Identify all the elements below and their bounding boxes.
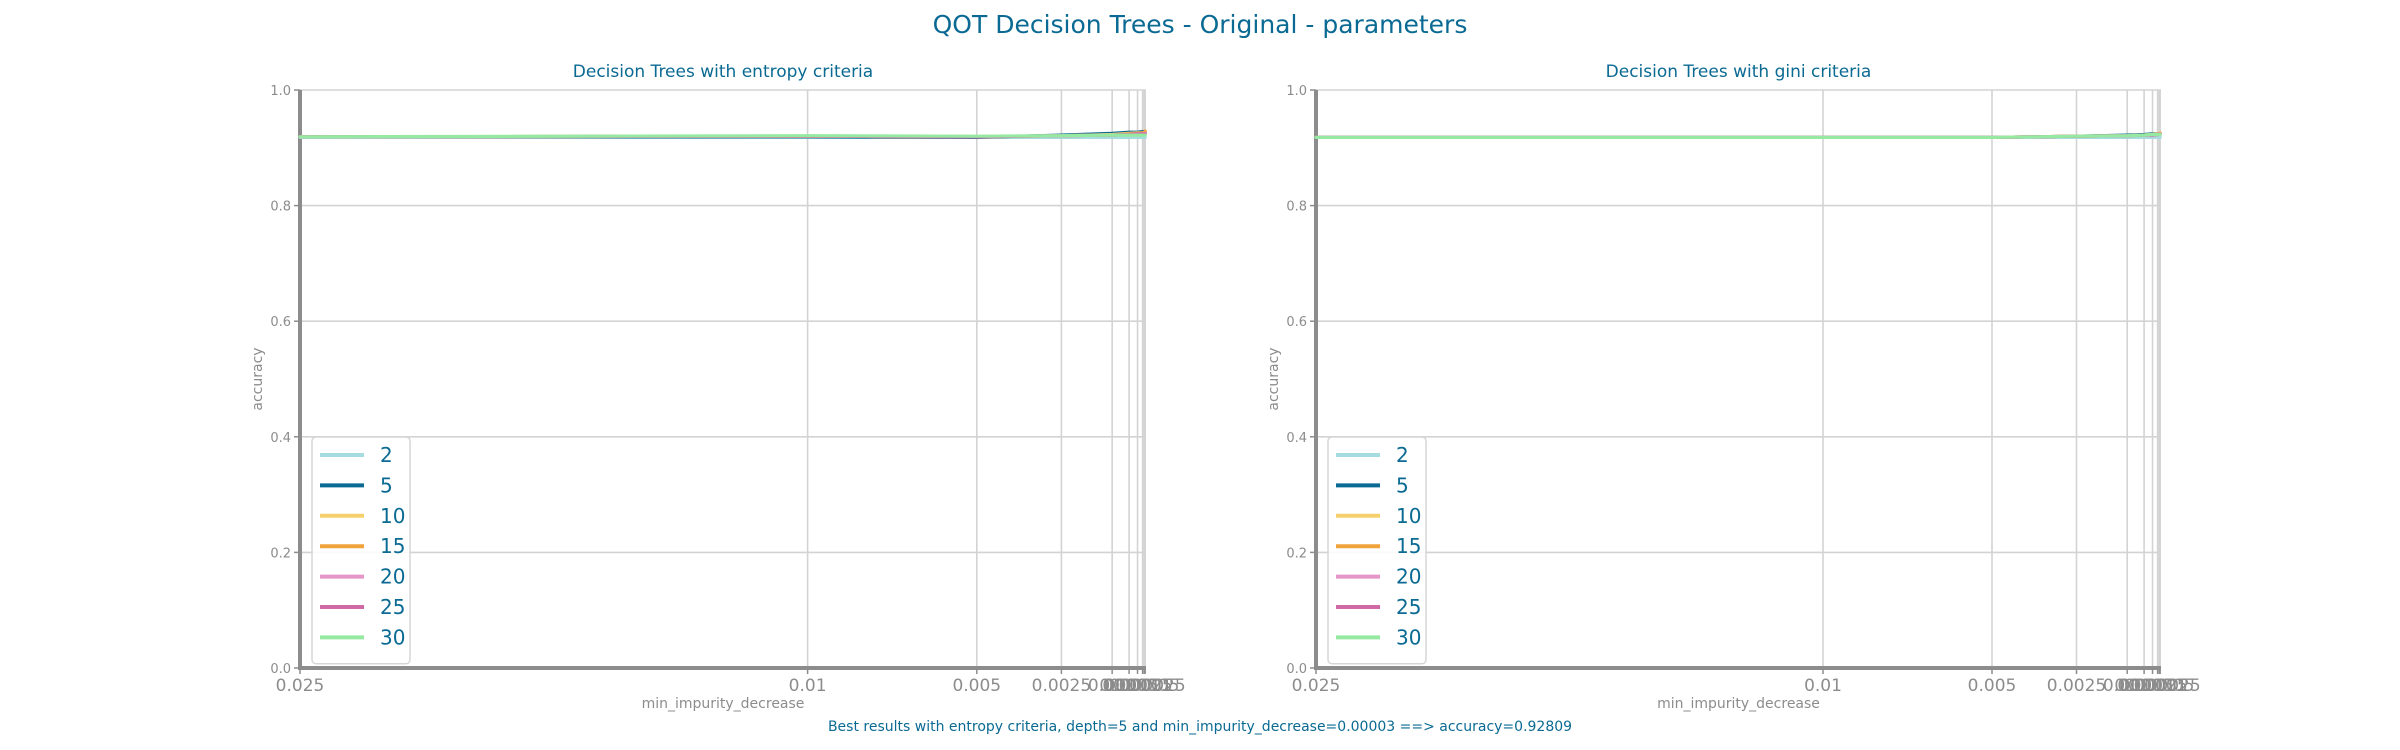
- y-axis-label: accuracy: [1266, 347, 1282, 410]
- x-tick-label: 0.000025: [1105, 676, 1186, 696]
- x-tick-label: 0.025: [1292, 676, 1341, 696]
- x-tick-label: 0.025: [276, 676, 325, 696]
- x-tick-label: 0.0005: [1099, 676, 1158, 696]
- chart-title: Decision Trees with entropy criteria: [573, 62, 873, 82]
- legend-label-20: 20: [380, 565, 405, 589]
- x-tick-label: 0.0025: [1032, 676, 1091, 696]
- best-result-footnote: Best results with entropy criteria, dept…: [828, 719, 1572, 735]
- x-axis-label: min_impurity_decrease: [1657, 696, 1820, 712]
- legend-label-15: 15: [1396, 534, 1421, 558]
- x-tick-label: 0.005: [952, 676, 1001, 696]
- x-tick-label: 0.00005: [2124, 676, 2194, 696]
- x-tick-label: 0.001: [2103, 676, 2152, 696]
- x-tick-label: 0.005: [1968, 676, 2017, 696]
- x-tick-label: 0.00025: [1102, 676, 1172, 696]
- figure-title: QOT Decision Trees - Original - paramete…: [933, 10, 1468, 39]
- legend-label-30: 30: [380, 625, 405, 649]
- x-tick-label: 0.001: [1088, 676, 1137, 696]
- y-tick-label: 0.6: [1286, 315, 1307, 330]
- x-tick-label: 0.0025: [2047, 676, 2106, 696]
- x-tick-label: 0.0005: [2114, 676, 2173, 696]
- legend-label-20: 20: [1396, 565, 1421, 589]
- x-tick-label: 0.00005: [1109, 676, 1179, 696]
- gini-chart: 0.00.20.40.60.81.00.025 0.01 0.005 0.00250.…: [1266, 62, 2201, 712]
- series-line-30: [1314, 132, 2162, 139]
- y-tick-label: 0.0: [270, 662, 291, 677]
- y-tick-label: 0.8: [1286, 200, 1307, 215]
- y-tick-label: 0.8: [270, 200, 291, 215]
- entropy-chart: 0.00.20.40.60.81.00.025 0.01 0.005 0.00250.…: [250, 62, 1186, 712]
- legend-label-15: 15: [380, 534, 405, 558]
- legend-label-5: 5: [380, 473, 393, 497]
- x-tick-label: 0.01: [1804, 676, 1842, 696]
- y-tick-label: 0.4: [1286, 431, 1307, 446]
- y-tick-label: 0.2: [270, 546, 291, 561]
- x-tick-label: 0.01: [789, 676, 827, 696]
- legend-label-5: 5: [1396, 473, 1409, 497]
- x-tick-label: 0.0001: [2128, 676, 2187, 696]
- legend-label-10: 10: [380, 504, 405, 528]
- x-tick-label: 0.000025: [2120, 676, 2201, 696]
- legend-label-25: 25: [1396, 595, 1421, 619]
- chart-title: Decision Trees with gini criteria: [1606, 62, 1872, 82]
- y-tick-label: 0.6: [270, 315, 291, 330]
- y-tick-label: 1.0: [270, 84, 291, 99]
- x-tick-label: 0.0001: [1113, 676, 1172, 696]
- legend-label-2: 2: [1396, 443, 1409, 467]
- legend-label-25: 25: [380, 595, 405, 619]
- x-tick-label: 0.00025: [2117, 676, 2187, 696]
- y-axis-label: accuracy: [250, 347, 266, 410]
- y-tick-label: 1.0: [1286, 84, 1307, 99]
- legend-label-30: 30: [1396, 625, 1421, 649]
- legend-label-10: 10: [1396, 504, 1421, 528]
- x-axis-label: min_impurity_decrease: [642, 696, 805, 712]
- y-tick-label: 0.0: [1286, 662, 1307, 677]
- legend-label-2: 2: [380, 443, 393, 467]
- y-tick-label: 0.4: [270, 431, 291, 446]
- series-line-30: [298, 133, 1147, 139]
- y-tick-label: 0.2: [1286, 546, 1307, 561]
